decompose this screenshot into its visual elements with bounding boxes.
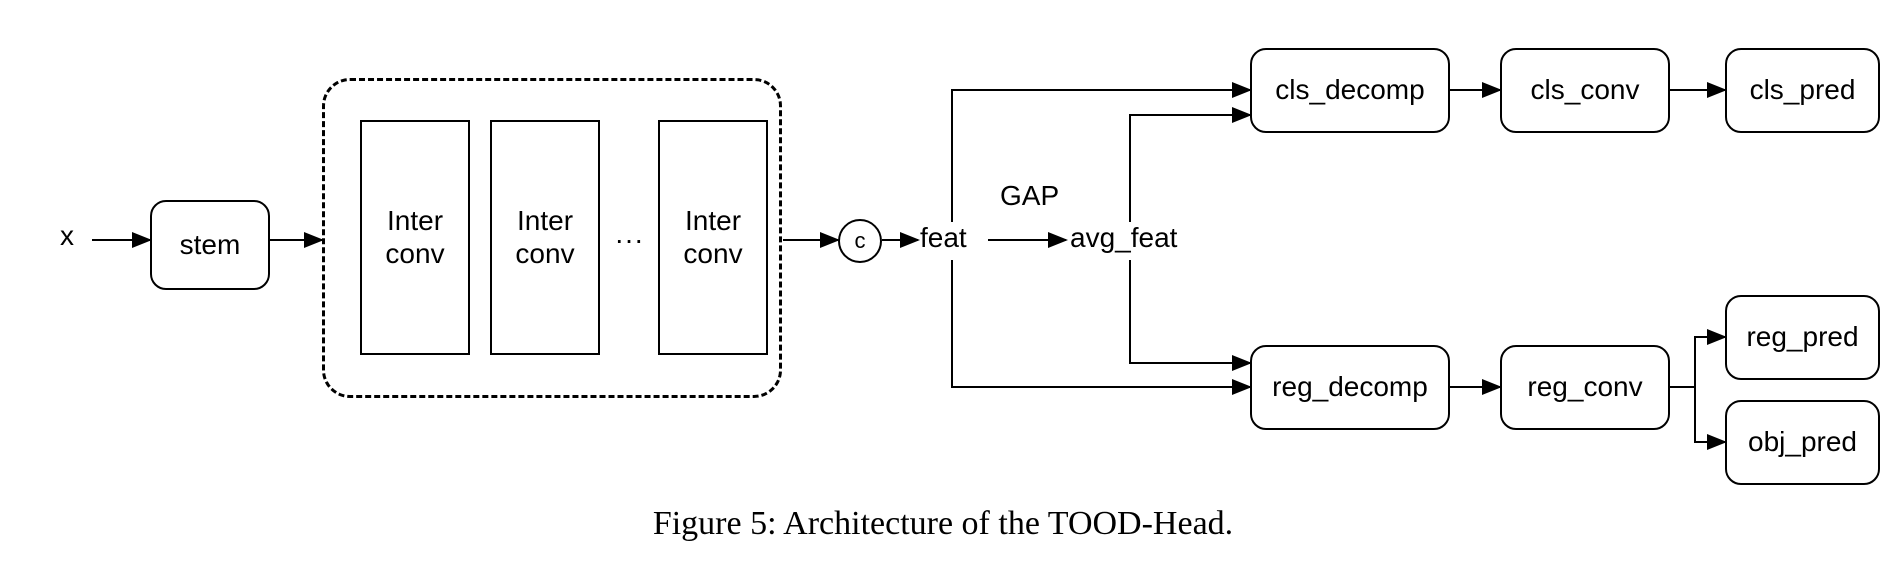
diagram-canvas: x ... feat GAP avg_feat stem Inter conv …	[0, 0, 1886, 567]
figure-caption: Figure 5: Architecture of the TOOD-Head.	[0, 505, 1886, 543]
cls-decomp-block: cls_decomp	[1250, 48, 1450, 133]
inter-conv-3: Inter conv	[658, 120, 768, 355]
stem-block: stem	[150, 200, 270, 290]
reg-decomp-block: reg_decomp	[1250, 345, 1450, 430]
obj-pred-block: obj_pred	[1725, 400, 1880, 485]
feat-label: feat	[920, 222, 990, 254]
gap-label: GAP	[1000, 180, 1080, 212]
reg-conv-block: reg_conv	[1500, 345, 1670, 430]
avg-feat-label: avg_feat	[1070, 222, 1200, 254]
inter-conv-2: Inter conv	[490, 120, 600, 355]
inter-conv-1: Inter conv	[360, 120, 470, 355]
reg-pred-block: reg_pred	[1725, 295, 1880, 380]
input-x-label: x	[60, 220, 90, 252]
cls-conv-block: cls_conv	[1500, 48, 1670, 133]
concat-op: c	[838, 219, 882, 263]
ellipsis-label: ...	[610, 218, 650, 250]
cls-pred-block: cls_pred	[1725, 48, 1880, 133]
